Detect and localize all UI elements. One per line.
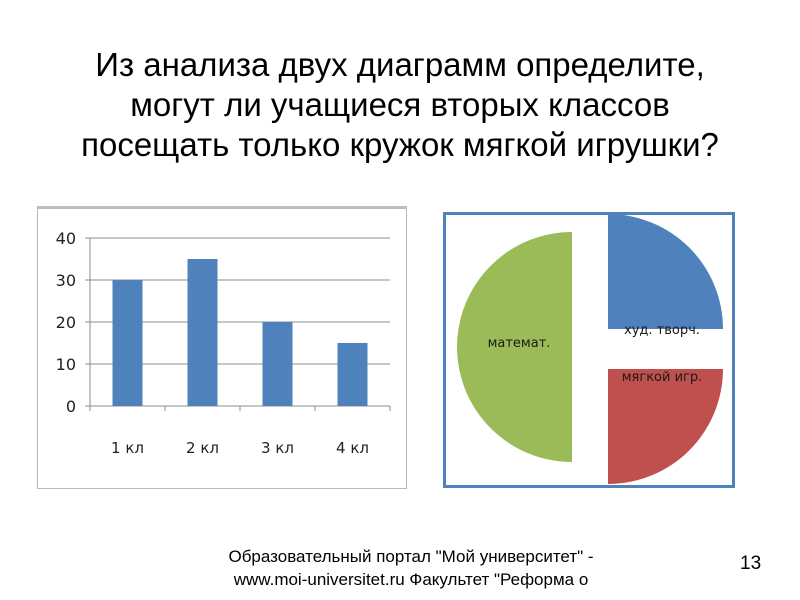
footer-line: www.moi-universitet.ru Факультет "Реформ… [233, 570, 589, 589]
y-tick-label: 10 [56, 355, 76, 374]
pie-chart: худ. творч. мягкой игр. математ. [443, 212, 735, 488]
y-tick-label: 30 [56, 271, 76, 290]
y-tick-label: 0 [66, 397, 76, 416]
footer-line: Образовательный портал "Мой университет"… [228, 547, 594, 566]
bar [112, 280, 143, 406]
bar [187, 259, 218, 406]
bar [262, 322, 293, 406]
pie-slice [457, 232, 572, 462]
slide-title: Из анализа двух диаграмм определите, мог… [30, 45, 770, 165]
pie-slice [608, 369, 723, 484]
y-tick-label: 40 [56, 229, 76, 248]
slide-title-line: посещать только кружок мягкой игрушки? [81, 126, 719, 163]
pie-slice-label: мягкой игр. [622, 370, 703, 385]
x-tick-label: 1 кл [111, 439, 144, 457]
x-tick-label: 2 кл [186, 439, 219, 457]
x-tick-label: 4 кл [336, 439, 369, 457]
pie-slice [608, 215, 723, 329]
bar [337, 343, 368, 406]
y-tick-label: 20 [56, 313, 76, 332]
pie-chart-svg: худ. творч. мягкой игр. математ. [457, 215, 723, 484]
bar-chart-svg: 0 10 20 30 40 1 кл 2 кл 3 кл 4 кл [56, 229, 391, 457]
footer-text: Образовательный портал "Мой университет"… [176, 545, 646, 591]
page-number: 13 [740, 553, 762, 574]
bar-chart: 0 10 20 30 40 1 кл 2 кл 3 кл 4 кл [37, 206, 407, 489]
slide-title-line: Из анализа двух диаграмм определите, [95, 46, 705, 83]
x-tick-label: 3 кл [261, 439, 294, 457]
pie-slice-label: худ. творч. [624, 323, 700, 338]
pie-slice-label: математ. [488, 336, 551, 351]
slide-title-line: могут ли учащиеся вторых классов [130, 86, 670, 123]
